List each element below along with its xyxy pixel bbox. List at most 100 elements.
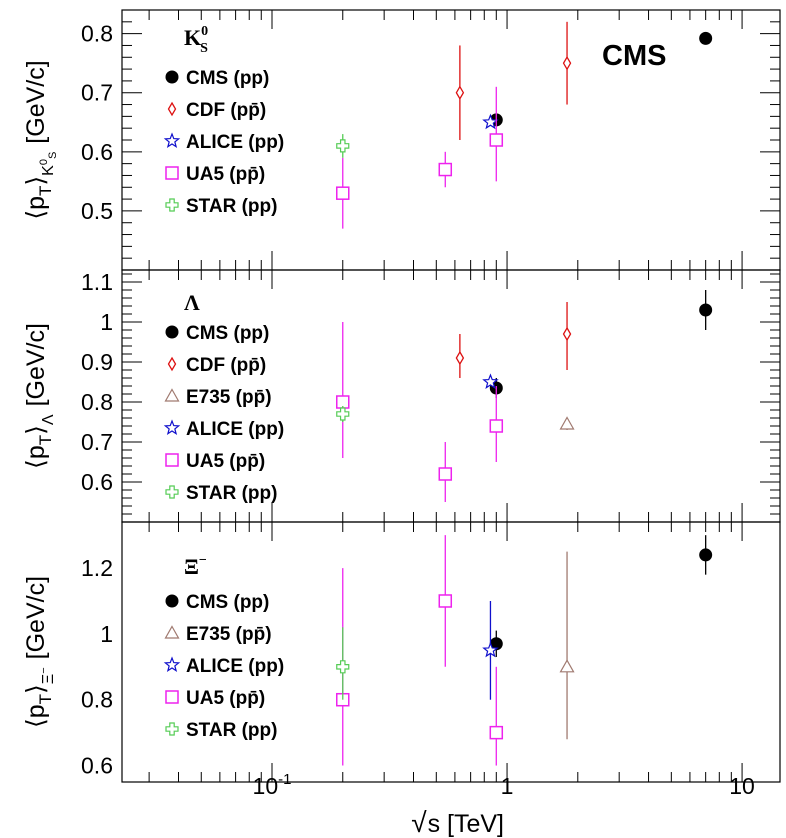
data-point bbox=[336, 407, 350, 421]
plot-frame bbox=[121, 521, 781, 783]
data-point bbox=[559, 416, 575, 430]
series-ua5 bbox=[336, 322, 504, 502]
legend-label: ALICE (pp) bbox=[186, 132, 284, 153]
data-point bbox=[482, 113, 499, 130]
y-tick-label: 1 bbox=[100, 621, 113, 647]
data-point bbox=[336, 186, 350, 200]
x-ticks bbox=[148, 270, 743, 522]
series-star bbox=[336, 134, 350, 158]
series-cms bbox=[489, 535, 713, 657]
series-cdf bbox=[455, 21, 572, 140]
y-tick-label: 1 bbox=[100, 309, 113, 335]
series-alice bbox=[482, 373, 499, 390]
y-ticks bbox=[122, 9, 780, 271]
legend-marker bbox=[165, 453, 179, 467]
legend-label: CDF (pp̄) bbox=[186, 355, 266, 376]
y-tick-label: 0.6 bbox=[81, 139, 113, 165]
y-tick-label: 0.9 bbox=[81, 349, 113, 375]
data-point bbox=[699, 303, 713, 317]
x-tick-label: 10-1 bbox=[253, 771, 292, 799]
legend-label: E735 (pp̄) bbox=[186, 624, 272, 645]
x-tick-label: 1 bbox=[501, 773, 514, 799]
legend-label: E735 (pp̄) bbox=[186, 387, 272, 408]
legend: Λ CMS (pp) CDF (pp̄) E735 (pp̄) ALICE (pp) UA… bbox=[163, 290, 284, 504]
data-point bbox=[562, 55, 572, 71]
series-cms bbox=[489, 290, 713, 398]
legend-marker bbox=[165, 485, 179, 499]
x-tick-label: 10 bbox=[729, 773, 755, 799]
legend: K0 S CMS (pp) CDF (pp̄) ALICE (pp) UA5 (pp̄) S… bbox=[163, 24, 284, 217]
y-tick-label: 0.7 bbox=[81, 80, 113, 106]
y-tick-label: 1.2 bbox=[81, 555, 113, 581]
series-cms bbox=[489, 31, 713, 127]
data-point bbox=[699, 31, 713, 45]
experiment-label: CMS bbox=[602, 40, 666, 72]
data-point bbox=[489, 725, 504, 740]
data-point bbox=[438, 467, 453, 481]
series-e735 bbox=[559, 416, 575, 430]
legend-marker bbox=[164, 625, 180, 639]
legend-label: UA5 (pp̄) bbox=[186, 164, 265, 185]
series-star bbox=[336, 627, 350, 700]
series-alice bbox=[482, 113, 499, 130]
legend-marker bbox=[165, 325, 179, 339]
data-point bbox=[559, 659, 575, 673]
legend-label: CMS (pp) bbox=[186, 592, 269, 613]
x-ticks bbox=[148, 522, 743, 782]
panel-3: 0.6 0.8 1 1.2 ⟨pT⟩Ξ−[GeV/c] Ξ− CMS (pp) E735 (p… bbox=[22, 521, 781, 783]
y-axis-title: ⟨pT⟩Ξ−[GeV/c] bbox=[22, 576, 57, 728]
legend: Ξ− CMS (pp) E735 (pp̄) ALICE (pp) UA5 (pp̄) S… bbox=[163, 553, 284, 741]
data-point bbox=[336, 139, 350, 153]
series-cdf bbox=[455, 302, 572, 378]
legend-marker bbox=[163, 132, 181, 149]
legend-marker bbox=[165, 198, 179, 212]
legend-label: CMS (pp) bbox=[186, 323, 269, 344]
data-point bbox=[482, 373, 499, 390]
series-e735 bbox=[559, 551, 575, 740]
legend-marker bbox=[167, 101, 177, 117]
panels: 0.5 0.6 0.7 0.8 ⟨pT⟩K0S[GeV/c] K0 S CMS (pp) CDF… bbox=[22, 9, 781, 799]
legend-label: UA5 (pp̄) bbox=[186, 688, 265, 709]
y-tick-label: 0.8 bbox=[81, 21, 113, 47]
legend-marker bbox=[165, 722, 179, 736]
data-point bbox=[562, 326, 572, 342]
data-point bbox=[489, 419, 504, 433]
series-ua5 bbox=[336, 86, 504, 229]
legend-marker bbox=[165, 70, 179, 84]
y-axis-title: ⟨pT⟩Λ[GeV/c] bbox=[22, 323, 57, 469]
y-tick-label: 0.6 bbox=[81, 753, 113, 779]
panel-1: 0.5 0.6 0.7 0.8 ⟨pT⟩K0S[GeV/c] K0 S CMS (pp) CDF… bbox=[22, 9, 781, 271]
y-axis-title: ⟨pT⟩K0S[GeV/c] bbox=[22, 60, 59, 219]
y-tick-label: 0.8 bbox=[81, 389, 113, 415]
particle-label: Λ bbox=[184, 290, 200, 315]
legend-marker bbox=[165, 690, 179, 704]
series-ua5 bbox=[336, 535, 504, 766]
data-point bbox=[336, 660, 350, 674]
legend-label: STAR (pp) bbox=[186, 196, 277, 217]
y-tick-label: 0.6 bbox=[81, 469, 113, 495]
data-point bbox=[455, 85, 465, 101]
data-point bbox=[482, 641, 499, 658]
legend-label: CDF (pp̄) bbox=[186, 100, 266, 121]
legend-label: STAR (pp) bbox=[186, 720, 277, 741]
legend-marker bbox=[164, 388, 180, 402]
legend-marker bbox=[167, 356, 177, 372]
legend-label: STAR (pp) bbox=[186, 483, 277, 504]
data-point bbox=[455, 350, 465, 366]
y-tick-label: 0.7 bbox=[81, 429, 113, 455]
x-tick-labels: 10-1 1 10 bbox=[253, 771, 755, 799]
data-point bbox=[489, 133, 504, 147]
y-tick-label: 0.5 bbox=[81, 198, 113, 224]
series-alice bbox=[482, 600, 499, 700]
legend-marker bbox=[163, 419, 181, 436]
particle-label: Ξ− bbox=[184, 553, 207, 579]
data-point bbox=[489, 637, 503, 651]
x-axis-title: √s [TeV] bbox=[411, 807, 504, 838]
data-point bbox=[699, 548, 713, 562]
data-point bbox=[438, 594, 453, 608]
x-ticks bbox=[148, 10, 743, 270]
legend-label: CMS (pp) bbox=[186, 68, 269, 89]
particle-label: K0 S bbox=[184, 24, 208, 56]
y-ticks bbox=[122, 273, 780, 523]
